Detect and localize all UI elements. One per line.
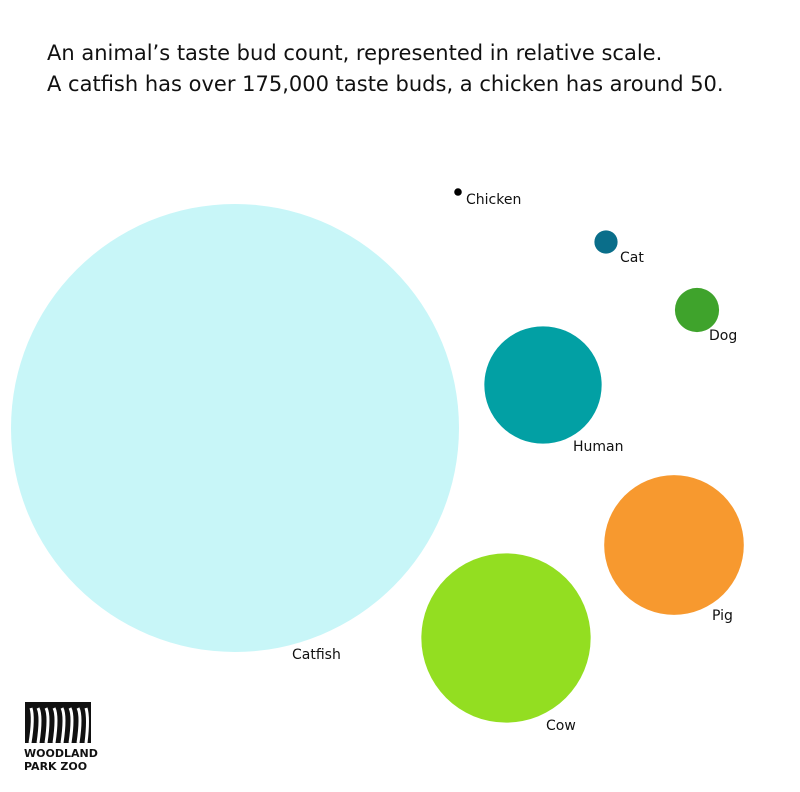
logo-text: PARK ZOO [24,760,87,773]
chart-subtitle: A catfish has over 175,000 taste buds, a… [47,72,724,96]
bubble-label: Catfish [292,647,341,663]
bubble [421,553,591,723]
bubble-label: Human [573,439,624,455]
bubble [484,326,602,444]
logo-stripes [28,707,89,744]
bubble [454,188,462,196]
bubble [594,230,618,254]
bubble-label: Cat [620,250,644,266]
bubble [11,204,459,652]
bubble [674,287,720,333]
logo: WOODLAND PARK ZOO [24,702,98,773]
logo-text: WOODLAND [24,747,98,760]
bubble [604,475,744,615]
chart-title: An animal’s taste bud count, represented… [47,41,662,65]
bubble-label: Pig [712,608,733,624]
bubble-label: Chicken [466,192,521,208]
bubble-label: Dog [709,328,737,344]
bubble-label: Cow [546,718,576,734]
